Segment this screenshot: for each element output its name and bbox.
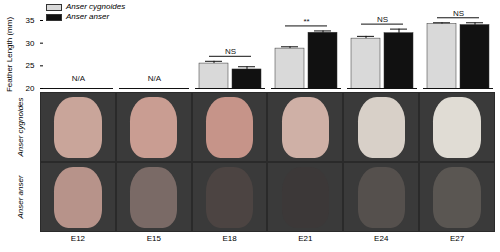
html-text:E18: E18: [222, 234, 237, 243]
svg-text:20: 20: [26, 84, 35, 92]
html-text:Anser anser: Anser anser: [66, 12, 110, 21]
svg-text:25: 25: [26, 61, 35, 70]
svg-text:N/A: N/A: [72, 74, 86, 83]
html-text:E27: E27: [449, 234, 465, 243]
svg-text:Feather Length (mm): Feather Length (mm): [5, 17, 14, 92]
svg-text:30: 30: [26, 39, 35, 48]
html-text:Anser cygnoides: Anser cygnoides: [66, 2, 126, 11]
html-text:E24: E24: [374, 234, 389, 243]
svg-text:NS: NS: [453, 9, 464, 18]
svg-text:NS: NS: [225, 47, 236, 56]
html-text:E15: E15: [146, 234, 161, 243]
svg-text:N/A: N/A: [148, 74, 162, 83]
svg-text:**: **: [303, 17, 309, 26]
svg-text:35: 35: [26, 16, 35, 25]
html-text:E12: E12: [70, 234, 85, 243]
svg-text:NS: NS: [377, 15, 388, 24]
html-text:E21: E21: [298, 234, 313, 243]
html-text:Anser anser: Anser anser: [15, 175, 25, 219]
html-text:Anser cygnoides: Anser cygnoides: [15, 97, 25, 157]
